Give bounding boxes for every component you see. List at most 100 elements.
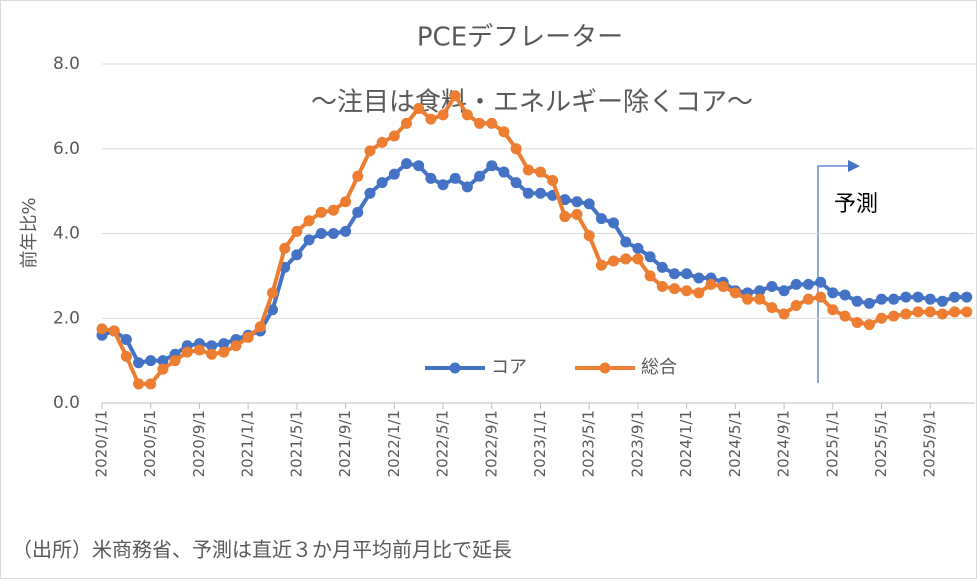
point [206,340,218,352]
point [267,287,279,299]
point [522,164,534,176]
point [461,109,473,121]
chart-title: PCEデフレーター [417,23,623,53]
point [364,187,376,199]
point [498,126,510,138]
point [425,113,437,125]
point [900,308,912,320]
forecast-arrowhead [848,160,860,172]
point [376,136,388,148]
legend-marker [449,362,461,374]
y-tick-label: 6.0 [53,139,80,159]
point [498,166,510,178]
point [644,270,656,282]
point [157,363,169,375]
x-tick-label: 2024/5/1 [726,410,744,477]
point [656,261,668,273]
point [401,158,412,170]
point [583,198,595,210]
point [778,285,790,297]
x-tick-label: 2023/5/1 [580,410,598,477]
point [620,236,632,248]
point [851,316,863,328]
x-tick-label: 2021/5/1 [287,410,305,477]
point [120,333,132,345]
y-tick-label: 4.0 [53,224,80,244]
point [474,117,486,129]
point [851,295,863,307]
point [924,306,936,318]
point [96,323,108,335]
point [352,170,364,182]
point [949,306,961,318]
point [376,177,388,189]
point [900,291,912,303]
point [315,206,327,218]
point [717,280,729,292]
point [242,331,254,343]
x-tick-label: 2021/9/1 [336,410,354,477]
point [583,230,595,242]
point [888,310,900,322]
point [742,293,754,305]
point [912,306,924,318]
point [437,109,449,121]
legend-label: コア [491,357,527,378]
point [437,179,449,191]
point [120,350,132,362]
point [681,268,693,280]
point [668,283,680,295]
point [766,280,778,292]
point [108,325,120,337]
point [401,117,412,129]
point [303,215,315,227]
y-tick-label: 8.0 [53,54,80,74]
point [936,308,948,320]
point [534,166,546,178]
point [815,291,827,303]
point [754,285,766,297]
legend-marker [599,362,611,374]
x-tick-label: 2025/9/1 [921,410,939,477]
point [522,187,534,199]
source-note: （出所）米商務省、予測は直近３か月平均前月比で延長 [12,538,512,562]
point [571,208,583,220]
point [656,280,668,292]
x-tick-label: 2020/9/1 [190,410,208,477]
point [839,310,851,322]
point [632,253,644,265]
point [681,285,693,297]
chart-subtitle: ～注目は食料・エネルギー除くコア～ [311,88,753,118]
point [547,175,559,187]
point [449,90,461,102]
point [133,357,145,369]
point [620,253,632,265]
y-axis-label: 前年比% [19,197,40,268]
point [340,225,352,237]
point [327,228,339,239]
x-tick-label: 2024/9/1 [775,410,793,477]
point [206,348,218,360]
point [790,300,802,312]
point [961,306,973,318]
legend-label: 総合 [641,357,677,378]
point [608,217,620,229]
point [303,234,315,246]
point [608,255,620,267]
point [876,293,888,305]
point [863,319,875,331]
point [510,143,522,155]
point [644,251,656,263]
point [413,102,425,114]
point [267,304,279,316]
point [802,293,814,305]
point [949,291,961,303]
point [291,225,303,237]
point [388,168,400,180]
point [352,206,364,218]
point [449,172,461,184]
point [510,177,522,189]
point [145,378,157,390]
point [595,259,607,271]
